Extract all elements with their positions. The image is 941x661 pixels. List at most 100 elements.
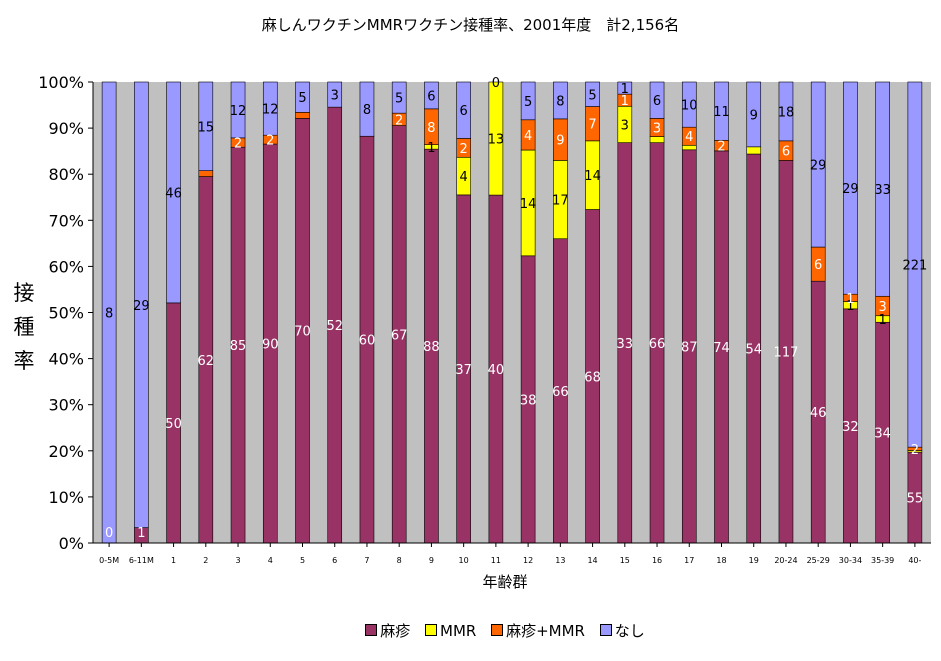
data-label: 1 [846,292,854,307]
x-tick-label: 11 [491,556,501,565]
data-label: 3 [879,300,887,315]
x-tick-label: 12 [523,556,533,565]
bar-segment [134,81,149,528]
data-label: 46 [165,186,182,201]
data-label: 4 [524,129,532,144]
data-label: 2 [717,140,725,155]
data-label: 17 [552,194,569,209]
y-tick-label: 0% [59,534,84,553]
data-label: 12 [230,104,247,119]
data-label: 2 [460,142,468,157]
bar-segment [553,81,568,120]
legend-swatch [365,624,378,636]
data-label: 32 [842,420,859,435]
x-tick-label: 30-34 [839,556,862,565]
data-label: 85 [230,339,247,354]
data-label: 14 [520,197,537,212]
data-label: 1 [879,313,887,328]
data-label: 33 [874,183,891,198]
legend-item-measles: 麻疹 [365,620,410,641]
bar-segment [166,81,181,304]
legend-swatch [491,624,504,636]
data-label: 9 [556,134,564,149]
bar-segment [617,81,633,95]
x-tick-label: 14 [587,556,597,565]
data-label: 1 [846,299,854,314]
legend-swatch [599,624,612,636]
data-label: 6 [782,145,790,160]
bar-segment [714,81,729,141]
legend-item-measles-mmr: 麻疹+MMR [491,620,585,641]
data-label: 5 [298,91,306,106]
y-tick-label: 50% [48,304,84,323]
data-label: 15 [198,120,215,135]
bar-segment [746,146,762,155]
y-axis-title-char: 種 [13,315,35,339]
y-axis-title-char: 接 [13,281,35,305]
bar-segment [198,170,214,177]
data-label: 60 [359,334,376,349]
data-label: 68 [584,370,601,385]
data-label: 3 [621,118,629,133]
data-label: 6 [460,104,468,119]
x-axis-title: 年齢群 [482,573,528,591]
data-label: 117 [774,346,799,361]
bar-segment [520,81,536,121]
data-label: 5 [588,88,596,103]
data-label: 29 [842,182,859,197]
data-label: 4 [460,170,468,185]
data-label: 66 [649,337,666,352]
bar-segment [230,81,246,139]
legend-swatch [425,624,438,636]
data-label: 1 [427,141,435,156]
bar-segment [262,81,278,136]
bar-segment [746,81,762,148]
x-tick-label: 6 [332,556,337,565]
x-tick-label: 9 [429,556,434,565]
legend-item-mmr: MMR [425,622,476,640]
x-tick-label: 16 [652,556,662,565]
data-label: 8 [363,103,371,118]
data-label: 67 [391,328,408,343]
bar-segment [488,81,504,196]
x-tick-label: 13 [555,556,565,565]
data-label: 2 [266,134,274,149]
bar-segment [456,81,471,139]
y-tick-label: 60% [48,257,84,276]
bar-segment [391,81,407,114]
data-label: 11 [713,105,730,120]
data-label: 37 [455,363,472,378]
legend: 麻疹 MMR 麻疹+MMR なし [0,620,941,641]
x-tick-label: 1 [171,556,176,565]
x-tick-label: 20-24 [774,556,797,565]
data-label: 8 [105,307,113,322]
bar-segment [681,81,697,128]
bar-segment [198,81,214,171]
y-axis-title-char: 率 [13,349,35,373]
data-label: 3 [331,89,339,104]
data-label: 18 [778,105,795,120]
data-label: 2 [395,113,403,128]
bar-segment [649,136,665,143]
data-label: 14 [584,169,601,184]
x-tick-label: 25-29 [807,556,830,565]
y-tick-label: 10% [48,488,84,507]
x-tick-label: 10 [459,556,469,565]
data-label: 8 [427,121,435,136]
data-label: 52 [326,319,343,334]
bar-segment [907,81,923,448]
legend-label: 麻疹 [380,622,411,640]
data-label: 50 [165,417,182,432]
data-label: 2 [911,443,919,458]
bar-segment [843,81,858,295]
x-tick-label: 5 [300,556,305,565]
data-label: 1 [621,82,629,97]
data-label: 5 [395,92,403,107]
data-label: 70 [294,325,311,340]
data-label: 87 [681,340,698,355]
data-label: 88 [423,340,440,355]
bar-segment [810,81,826,248]
x-tick-label: 8 [397,556,402,565]
legend-label: MMR [440,622,477,640]
